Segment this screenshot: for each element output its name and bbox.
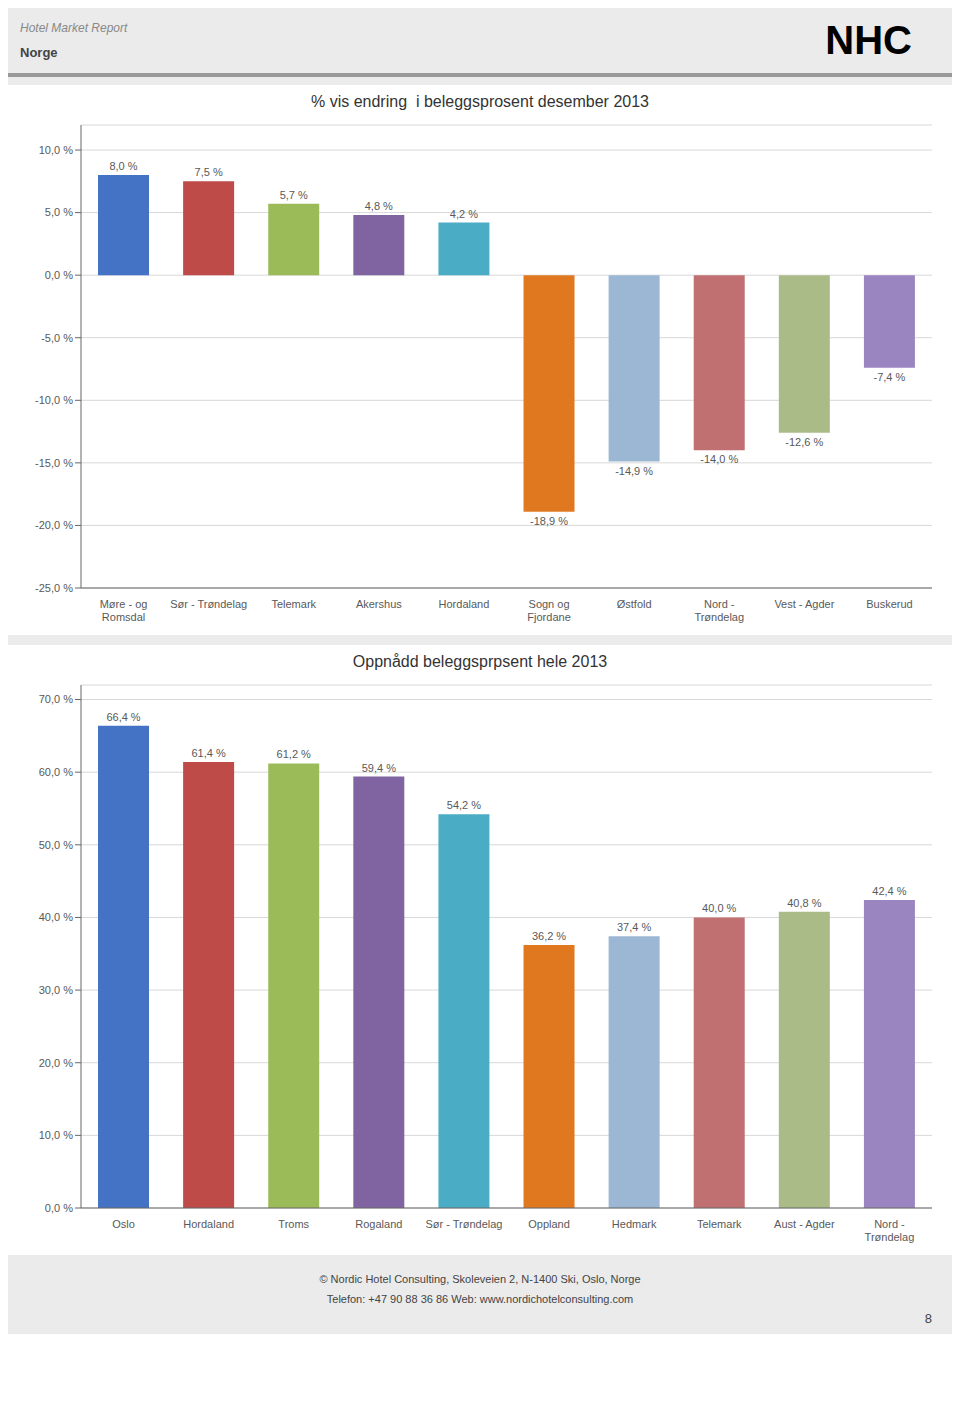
svg-text:40,8 %: 40,8 % (787, 897, 821, 909)
svg-text:Aust - Agder: Aust - Agder (774, 1218, 835, 1230)
svg-text:36,2 %: 36,2 % (532, 930, 566, 942)
svg-text:4,8 %: 4,8 % (365, 200, 393, 212)
svg-text:Hordaland: Hordaland (183, 1218, 234, 1230)
svg-text:42,4 %: 42,4 % (872, 885, 906, 897)
svg-text:60,0 %: 60,0 % (39, 766, 73, 778)
html-text:% vis endring i beleggsprosent: % vis endring i beleggsprosent desember … (311, 93, 649, 110)
svg-text:-5,0 %: -5,0 % (41, 332, 73, 344)
svg-text:Oslo: Oslo (112, 1218, 135, 1230)
svg-text:5,0 %: 5,0 % (45, 206, 73, 218)
svg-text:61,4 %: 61,4 % (191, 747, 225, 759)
html-text:Hotel Market Report: Hotel Market Report (20, 21, 128, 35)
svg-text:-18,9 %: -18,9 % (530, 515, 568, 527)
svg-text:59,4 %: 59,4 % (362, 762, 396, 774)
svg-text:Sør - Trøndelag: Sør - Trøndelag (425, 1218, 502, 1230)
svg-text:40,0 %: 40,0 % (39, 911, 73, 923)
html-text:Telefon: +47 90 88 36 86 Web:: Telefon: +47 90 88 36 86 Web: www.nordic… (326, 1293, 634, 1305)
html-text:Oppnådd beleggsprpsent hele 20: Oppnådd beleggsprpsent hele 2013 (352, 653, 608, 670)
svg-text:Vest - Agder: Vest - Agder (774, 598, 834, 610)
svg-text:-14,9 %: -14,9 % (615, 465, 653, 477)
svg-text:-20,0 %: -20,0 % (35, 519, 73, 531)
svg-text:-7,4 %: -7,4 % (874, 371, 906, 383)
svg-text:Østfold: Østfold (617, 598, 652, 610)
svg-text:54,2 %: 54,2 % (447, 799, 481, 811)
svg-text:Nord -Trøndelag: Nord -Trøndelag (694, 598, 744, 623)
svg-text:Hordaland: Hordaland (439, 598, 490, 610)
html-text:8: 8 (924, 1311, 932, 1326)
svg-text:7,5 %: 7,5 % (195, 166, 223, 178)
svg-text:70,0 %: 70,0 % (39, 693, 73, 705)
svg-text:Troms: Troms (278, 1218, 309, 1230)
svg-text:Akershus: Akershus (356, 598, 402, 610)
svg-text:Møre - ogRomsdal: Møre - ogRomsdal (100, 598, 148, 623)
svg-text:50,0 %: 50,0 % (39, 839, 73, 851)
svg-text:66,4 %: 66,4 % (106, 711, 140, 723)
svg-text:Telemark: Telemark (697, 1218, 742, 1230)
svg-text:Sogn ogFjordane: Sogn ogFjordane (527, 598, 570, 623)
svg-text:-12,6 %: -12,6 % (785, 436, 823, 448)
svg-text:Buskerud: Buskerud (866, 598, 912, 610)
svg-text:10,0 %: 10,0 % (39, 1129, 73, 1141)
svg-text:0,0 %: 0,0 % (45, 1202, 73, 1214)
svg-text:10,0 %: 10,0 % (39, 144, 73, 156)
html-text:© Nordic Hotel Consulting, Sko: © Nordic Hotel Consulting, Skoleveien 2,… (319, 1273, 641, 1285)
html-text:NHC: NHC (825, 18, 912, 62)
svg-text:40,0 %: 40,0 % (702, 902, 736, 914)
svg-text:20,0 %: 20,0 % (39, 1057, 73, 1069)
svg-text:Rogaland: Rogaland (355, 1218, 402, 1230)
svg-text:-25,0 %: -25,0 % (35, 582, 73, 594)
svg-text:30,0 %: 30,0 % (39, 984, 73, 996)
svg-text:61,2 %: 61,2 % (277, 748, 311, 760)
svg-text:Telemark: Telemark (271, 598, 316, 610)
svg-text:37,4 %: 37,4 % (617, 921, 651, 933)
svg-text:Hedmark: Hedmark (612, 1218, 657, 1230)
svg-text:4,2 %: 4,2 % (450, 208, 478, 220)
svg-text:-15,0 %: -15,0 % (35, 457, 73, 469)
svg-text:0,0 %: 0,0 % (45, 269, 73, 281)
svg-text:Oppland: Oppland (528, 1218, 570, 1230)
html-text:Norge: Norge (20, 45, 58, 60)
svg-text:-14,0 %: -14,0 % (700, 453, 738, 465)
svg-text:-10,0 %: -10,0 % (35, 394, 73, 406)
svg-text:8,0 %: 8,0 % (109, 160, 137, 172)
svg-text:Sør - Trøndelag: Sør - Trøndelag (170, 598, 247, 610)
svg-text:5,7 %: 5,7 % (280, 189, 308, 201)
svg-text:Nord -Trøndelag: Nord -Trøndelag (865, 1218, 915, 1243)
